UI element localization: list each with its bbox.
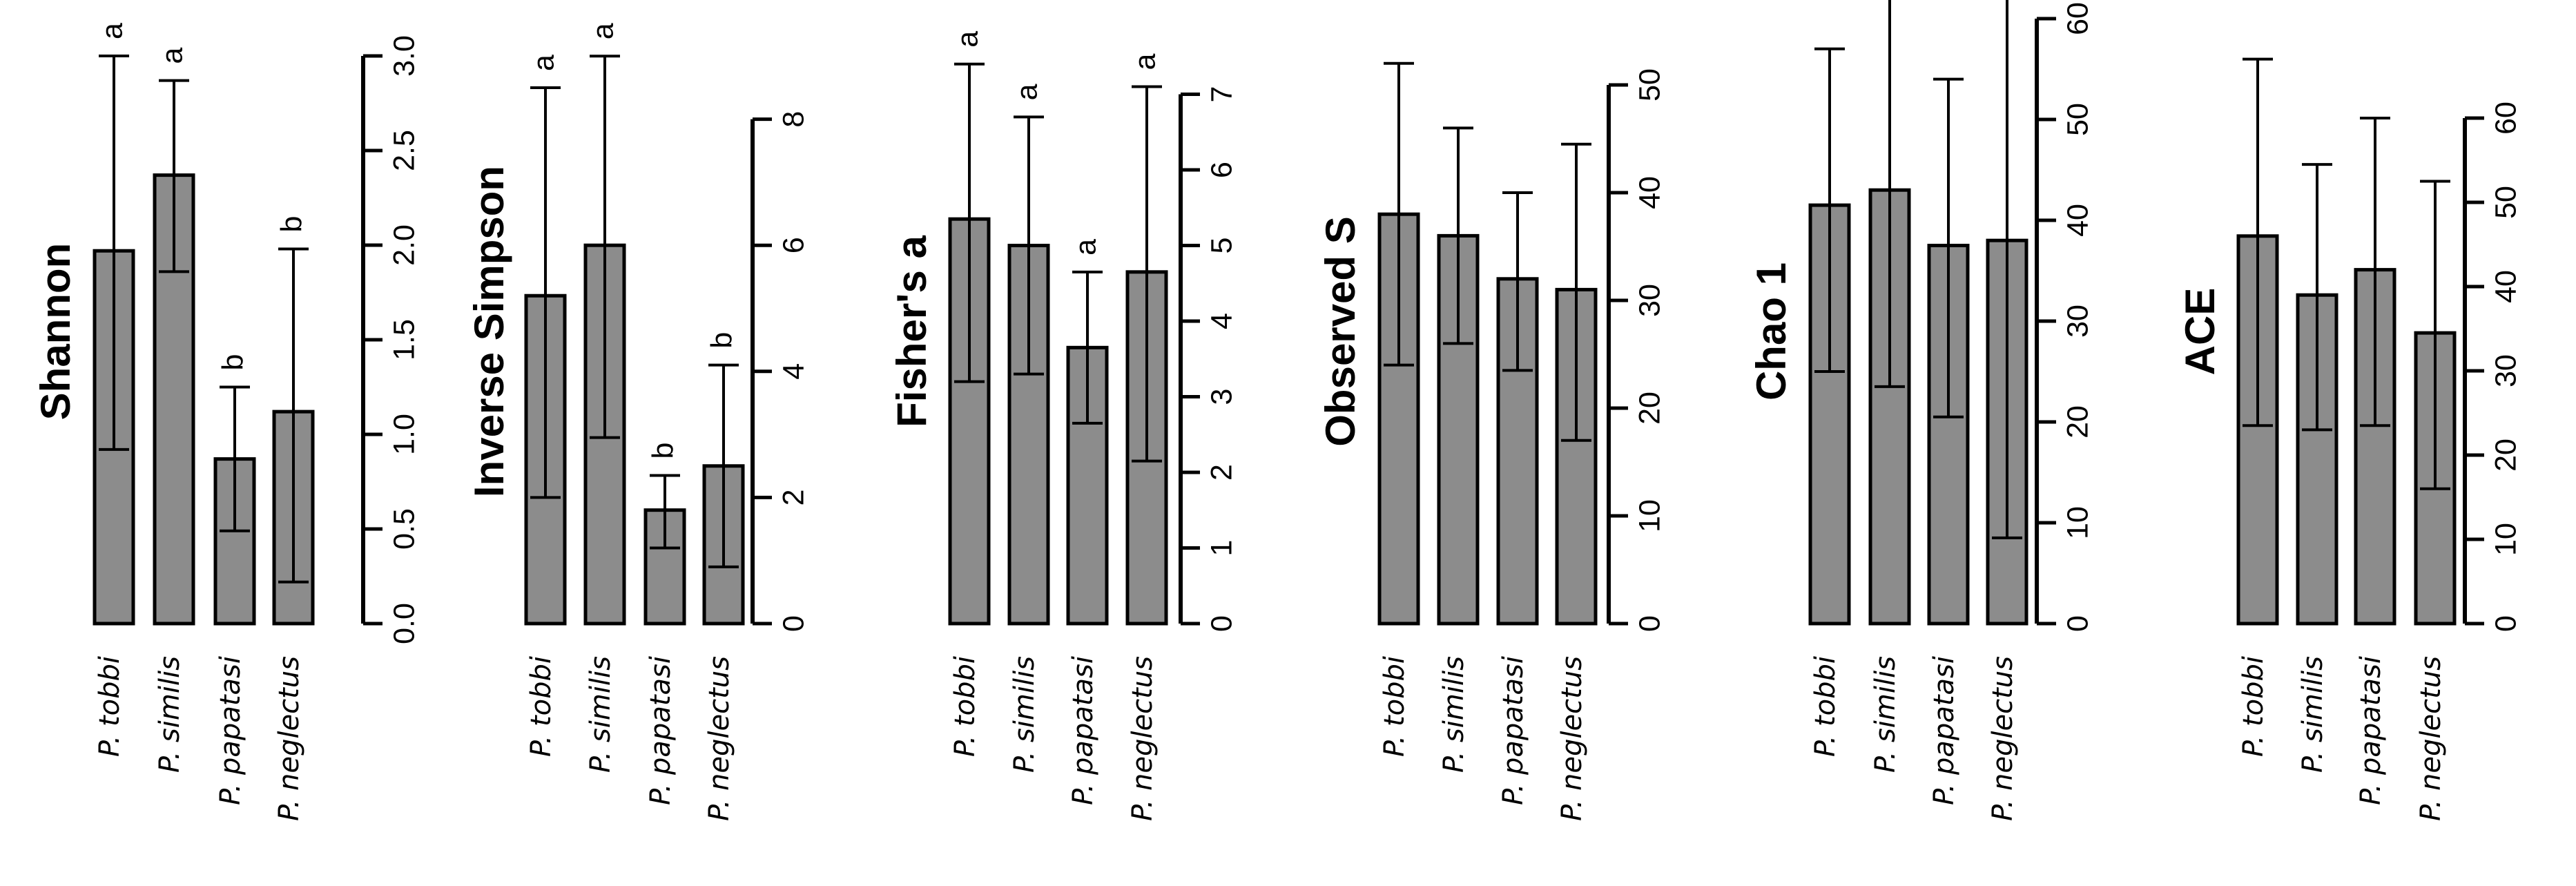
significance-letter: b <box>216 354 249 371</box>
category-label: P. papatasi <box>1498 656 1529 805</box>
y-tick-label: 50 <box>1633 68 1666 102</box>
y-tick-label: 50 <box>2061 103 2094 136</box>
category-label: P. neglectus <box>2415 656 2447 821</box>
y-tick-label: 2 <box>1205 464 1238 481</box>
y-tick-label: 10 <box>1633 499 1666 532</box>
category-label: P. tobbi <box>2238 656 2269 757</box>
category-label: P. papatasi <box>1067 656 1099 805</box>
y-axis-title: Observed S <box>1317 216 1364 447</box>
category-label: P. neglectus <box>273 656 305 821</box>
y-tick-label: 40 <box>1633 176 1666 209</box>
y-tick-label: 6 <box>777 237 810 253</box>
y-tick-label: 40 <box>2489 270 2522 303</box>
y-tick-label: 50 <box>2489 186 2522 219</box>
y-tick-label: 0 <box>1205 615 1238 632</box>
category-label: P. similis <box>2297 656 2329 773</box>
bar <box>643 508 686 626</box>
y-tick-label: 4 <box>777 363 810 380</box>
category-label: P. papatasi <box>2355 656 2387 805</box>
y-tick-label: 20 <box>2489 439 2522 472</box>
y-tick-label: 40 <box>2061 204 2094 237</box>
category-label: P. tobbi <box>949 656 981 757</box>
y-tick-label: 5 <box>1205 238 1238 254</box>
y-tick-label: 4 <box>1205 313 1238 329</box>
category-label: P. neglectus <box>1127 656 1159 821</box>
y-tick-label: 2.0 <box>387 224 420 266</box>
category-label: P. similis <box>1870 656 1901 773</box>
panel-3: Fisher's a a P. tobbi a P. similis a P. papata… <box>889 31 1239 821</box>
panel-5: Chao 1 P. tobbi P. similis P. papatasi P. ne… <box>1748 0 2094 821</box>
y-tick-label: 2 <box>777 489 810 505</box>
y-tick-label: 1.0 <box>387 414 420 455</box>
significance-letter: a <box>1069 239 1102 256</box>
panel-4: Observed S P. tobbi P. similis P. papatasi P… <box>1317 61 1666 821</box>
panel-1: Shannon a P. tobbi a P. similis b P. papatasi b… <box>32 23 421 821</box>
y-tick-label: 3 <box>1205 389 1238 405</box>
y-tick-label: 1 <box>1205 540 1238 557</box>
category-label: P. tobbi <box>1810 656 1841 757</box>
panel-6: ACE P. tobbi P. similis P. papatasi P. negle… <box>2177 57 2522 821</box>
y-tick-label: 6 <box>1205 162 1238 178</box>
category-label: P. papatasi <box>215 656 246 805</box>
significance-letter: a <box>95 23 128 39</box>
y-tick-label: 60 <box>2061 2 2094 35</box>
category-label: P. similis <box>585 656 617 773</box>
y-axis-title: Shannon <box>32 243 79 421</box>
y-tick-label: 30 <box>2489 354 2522 387</box>
significance-letter: a <box>1010 84 1043 100</box>
y-tick-label: 8 <box>777 111 810 128</box>
significance-letter: a <box>155 48 188 64</box>
y-tick-label: 30 <box>1633 284 1666 317</box>
panel-2: Inverse Simpson a P. tobbi a P. similis b P. p… <box>466 23 811 821</box>
y-tick-label: 10 <box>2061 506 2094 539</box>
y-axis-title: Inverse Simpson <box>466 166 512 497</box>
y-tick-label: 10 <box>2489 523 2522 556</box>
bar <box>1066 345 1109 626</box>
y-axis-title: Fisher's a <box>889 235 935 427</box>
y-tick-label: 7 <box>1205 86 1238 103</box>
y-tick-label: 1.5 <box>387 319 420 360</box>
significance-letter: a <box>586 23 619 39</box>
y-tick-label: 3.0 <box>387 35 420 77</box>
y-tick-label: 0.5 <box>387 508 420 550</box>
category-label: P. similis <box>154 656 186 773</box>
y-tick-label: 0 <box>777 615 810 632</box>
significance-letter: a <box>527 55 560 71</box>
category-label: P. tobbi <box>525 656 557 757</box>
y-tick-label: 0 <box>2061 615 2094 632</box>
significance-letter: a <box>951 31 984 48</box>
y-tick-label: 60 <box>2489 102 2522 135</box>
significance-letter: b <box>646 443 679 459</box>
y-tick-label: 20 <box>1633 392 1666 425</box>
category-label: P. neglectus <box>1556 656 1588 821</box>
y-tick-label: 0 <box>2489 615 2522 632</box>
category-label: P. tobbi <box>1379 656 1411 757</box>
y-tick-label: 2.5 <box>387 130 420 171</box>
significance-letter: b <box>705 332 738 349</box>
y-tick-label: 0.0 <box>387 603 420 644</box>
significance-letter: b <box>275 216 308 233</box>
y-tick-label: 20 <box>2061 405 2094 439</box>
y-tick-label: 30 <box>2061 305 2094 338</box>
category-label: P. neglectus <box>704 656 735 821</box>
y-axis-title: ACE <box>2177 288 2223 376</box>
y-axis-title: Chao 1 <box>1748 262 1794 401</box>
category-label: P. similis <box>1009 656 1040 773</box>
significance-letter: a <box>1128 54 1161 70</box>
category-label: P. papatasi <box>645 656 677 805</box>
category-label: P. neglectus <box>1987 656 2019 821</box>
category-label: P. papatasi <box>1928 656 1960 805</box>
category-label: P. similis <box>1438 656 1470 773</box>
category-label: P. tobbi <box>94 656 126 757</box>
y-tick-label: 0 <box>1633 615 1666 632</box>
